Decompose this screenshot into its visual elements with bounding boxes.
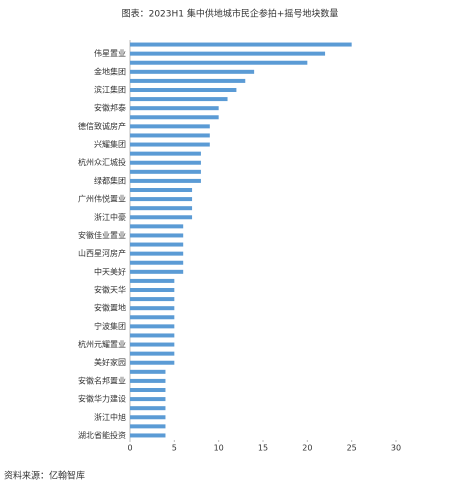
y-tick-label: 兴耀集团 bbox=[94, 139, 126, 149]
bar bbox=[130, 60, 308, 65]
y-tick-label: 美好家园 bbox=[94, 357, 126, 367]
bar bbox=[130, 406, 166, 411]
bar bbox=[130, 206, 193, 211]
bar bbox=[130, 69, 255, 74]
bar bbox=[130, 242, 184, 247]
y-tick-label: 伟星置业 bbox=[94, 48, 126, 58]
y-tick-label: 安徽置地 bbox=[94, 303, 126, 313]
bar bbox=[130, 278, 175, 283]
bar bbox=[130, 97, 228, 102]
y-tick-label: 安徽名邦置业 bbox=[78, 375, 126, 385]
bar bbox=[130, 133, 210, 138]
y-tick-label: 金地集团 bbox=[94, 66, 126, 76]
y-tick-label: 安徽邦泰 bbox=[94, 103, 126, 113]
bar bbox=[130, 397, 166, 402]
bar bbox=[130, 369, 166, 374]
y-tick-label: 滨江集团 bbox=[94, 85, 126, 95]
x-tick-label: 5 bbox=[172, 444, 177, 453]
x-tick-label: 15 bbox=[258, 444, 268, 453]
y-tick-label: 中天美好 bbox=[94, 266, 126, 276]
bar bbox=[130, 424, 166, 429]
bar bbox=[130, 78, 246, 83]
bar bbox=[130, 351, 175, 356]
bar bbox=[130, 224, 184, 229]
bar bbox=[130, 433, 166, 438]
bar bbox=[130, 197, 193, 202]
bar bbox=[130, 160, 201, 165]
bar bbox=[130, 342, 175, 347]
bar bbox=[130, 324, 175, 329]
bar bbox=[130, 360, 175, 365]
bar bbox=[130, 388, 166, 392]
bar bbox=[130, 415, 166, 420]
y-tick-label: 杭州众汇城投 bbox=[78, 157, 126, 167]
source-note: 资料来源：亿翰智库 bbox=[4, 470, 85, 482]
y-tick-label: 安徽佳业置业 bbox=[78, 230, 126, 240]
bar bbox=[130, 106, 219, 111]
y-tick-label: 湖北省能投资 bbox=[78, 430, 126, 440]
y-tick-label: 绿都集团 bbox=[94, 175, 126, 185]
bar bbox=[130, 151, 201, 156]
bar bbox=[130, 188, 193, 192]
bar bbox=[130, 315, 175, 320]
y-tick-label: 浙江中豪 bbox=[94, 212, 126, 222]
x-tick-label: 10 bbox=[214, 444, 224, 453]
bar bbox=[130, 260, 184, 265]
bar bbox=[130, 42, 352, 47]
bar bbox=[130, 215, 193, 220]
x-tick-label: 0 bbox=[127, 444, 132, 453]
y-tick-label: 德信致诚房产 bbox=[78, 121, 126, 131]
bar bbox=[130, 233, 184, 238]
y-tick-label: 安徽天华 bbox=[94, 285, 126, 295]
y-tick-label: 安徽华力建设 bbox=[78, 394, 126, 404]
bar bbox=[130, 178, 201, 183]
bar bbox=[130, 378, 166, 383]
y-tick-label: 广州伟悦置业 bbox=[78, 194, 126, 204]
y-tick-label: 宁波集团 bbox=[94, 321, 126, 331]
bar bbox=[130, 288, 175, 292]
bar bbox=[130, 269, 184, 274]
x-tick-label: 30 bbox=[391, 444, 401, 453]
bar bbox=[130, 333, 175, 338]
bar bbox=[130, 51, 326, 56]
chart-title: 图表：2023H1 集中供地城市民企参拍+摇号地块数量 bbox=[122, 8, 339, 20]
bar bbox=[130, 88, 237, 92]
bar bbox=[130, 142, 210, 147]
x-tick-label: 20 bbox=[302, 444, 312, 453]
bar bbox=[130, 115, 219, 120]
y-tick-label: 杭州元耀置业 bbox=[78, 339, 126, 349]
y-tick-label: 山西星河房产 bbox=[78, 248, 126, 258]
x-tick-label: 25 bbox=[347, 444, 357, 453]
bar bbox=[130, 251, 184, 256]
bar bbox=[130, 306, 175, 311]
bar bbox=[130, 297, 175, 302]
bar bbox=[130, 124, 210, 129]
y-tick-label: 浙江中旭 bbox=[94, 412, 126, 422]
bar bbox=[130, 169, 201, 174]
